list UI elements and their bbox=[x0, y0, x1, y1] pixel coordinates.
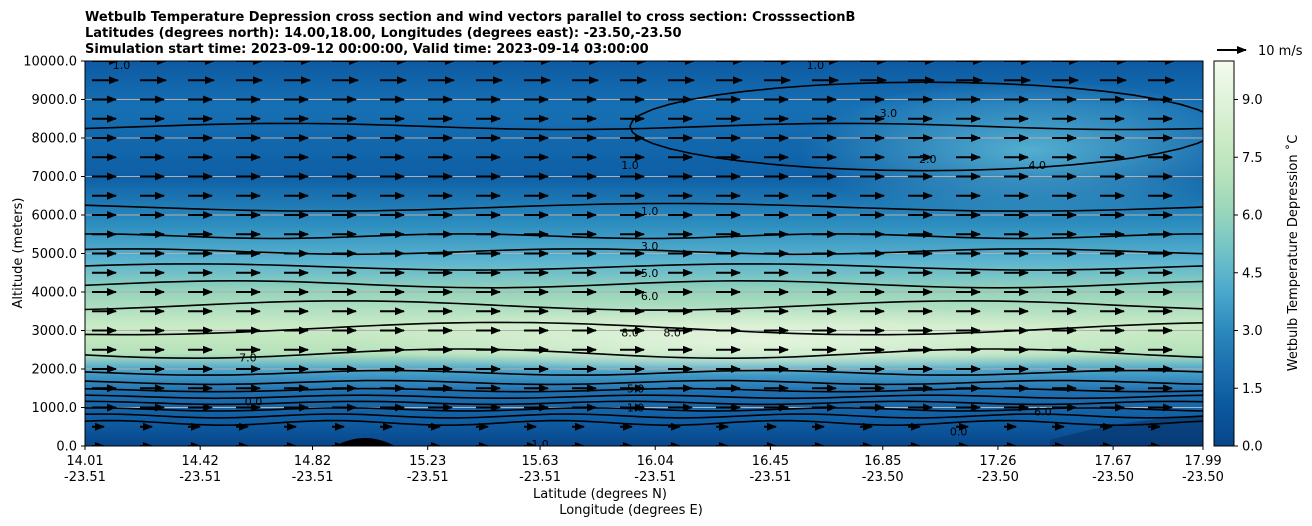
x-tick-label-longitude: -23.51 bbox=[519, 470, 561, 485]
x-tick-label-longitude: -23.51 bbox=[749, 470, 791, 485]
contour-label: 1.0 bbox=[113, 59, 131, 72]
contour-label: 1.0 bbox=[627, 402, 645, 415]
contour-label: 3.0 bbox=[880, 107, 898, 120]
contour-label: 6.0 bbox=[641, 290, 659, 303]
contour-label: 1.0 bbox=[807, 59, 825, 72]
colorbar-tick-label: 7.5 bbox=[1242, 151, 1263, 166]
contour-label: 2.0 bbox=[919, 153, 937, 166]
chart-title-line-3: Simulation start time: 2023-09-12 00:00:… bbox=[85, 42, 649, 57]
contour-label: 4.0 bbox=[1029, 159, 1047, 172]
upper-dry-region bbox=[800, 80, 1203, 220]
y-tick-label: 5000.0 bbox=[32, 247, 78, 262]
x-tick-label-latitude: 14.01 bbox=[66, 454, 103, 469]
contour-label: 6.0 bbox=[1034, 405, 1052, 418]
y-tick-label: 1000.0 bbox=[32, 401, 78, 416]
contour-line bbox=[85, 413, 1203, 419]
x-axis-label-latitude: Latitude (degrees N) bbox=[533, 487, 667, 502]
x-tick-label-latitude: 17.99 bbox=[1184, 454, 1221, 469]
contour-line bbox=[85, 400, 1203, 406]
contour-label: 1.0 bbox=[531, 438, 549, 451]
y-tick-label: 10000.0 bbox=[23, 55, 77, 70]
contour-label: 7.0 bbox=[239, 351, 257, 364]
y-tick-label: 0.0 bbox=[56, 440, 77, 455]
x-tick-label-latitude: 16.04 bbox=[637, 454, 674, 469]
x-tick-label-latitude: 17.26 bbox=[979, 454, 1016, 469]
plot-area: 1.0 1.0 1.0 3.0 5.0 6.0 8.0 8.0 7.0 2.0 3.0 4.0 1.0 5… bbox=[85, 59, 1203, 451]
x-tick-label-longitude: -23.51 bbox=[179, 470, 221, 485]
terrain-bump bbox=[335, 438, 395, 446]
wind-vectors bbox=[92, 61, 1175, 446]
y-tick-label: 8000.0 bbox=[32, 132, 78, 147]
x-tick-label-latitude: 15.63 bbox=[521, 454, 558, 469]
y-axis-ticks: 0.0 1000.0 2000.0 3000.0 4000.0 5000.0 6000.0 7… bbox=[23, 55, 85, 455]
contour-label: 1.0 bbox=[621, 159, 639, 172]
contour-line bbox=[85, 394, 1203, 400]
colorbar-tick-label: 0.0 bbox=[1242, 440, 1263, 455]
x-tick-label-longitude: -23.51 bbox=[634, 470, 676, 485]
contour-label: 5.0 bbox=[627, 382, 645, 395]
colorbar-ticks: 0.0 1.5 3.0 4.5 6.0 7.5 9.0 bbox=[1234, 93, 1263, 455]
contour-label: 0.0 bbox=[950, 425, 968, 438]
colorbar-tick-label: 9.0 bbox=[1242, 93, 1263, 108]
y-tick-label: 4000.0 bbox=[32, 286, 78, 301]
colorbar-tick-label: 3.0 bbox=[1242, 324, 1263, 339]
x-tick-label-latitude: 16.45 bbox=[752, 454, 789, 469]
x-tick-label-latitude: 14.42 bbox=[182, 454, 219, 469]
x-axis-ticks: 14.01-23.5114.42-23.5114.82-23.5115.23-2… bbox=[64, 446, 1224, 485]
contour-line bbox=[85, 202, 1203, 212]
x-tick-label-longitude: -23.51 bbox=[292, 470, 334, 485]
colorbar-label: Wetbulb Temperature Depression ˚C bbox=[1285, 135, 1301, 372]
contour-line bbox=[85, 122, 1203, 131]
x-axis-label-longitude: Longitude (degrees E) bbox=[559, 503, 703, 518]
colorbar-tick-label: 4.5 bbox=[1242, 266, 1263, 281]
x-tick-label-longitude: -23.51 bbox=[64, 470, 106, 485]
contour-label: 3.0 bbox=[641, 240, 659, 253]
contour-line bbox=[629, 81, 1203, 172]
x-tick-label-longitude: -23.50 bbox=[977, 470, 1019, 485]
colorbar-tick-label: 6.0 bbox=[1242, 209, 1263, 224]
x-tick-label-latitude: 16.85 bbox=[864, 454, 901, 469]
contour-label: 5.0 bbox=[641, 267, 659, 280]
x-tick-label-latitude: 14.82 bbox=[294, 454, 331, 469]
contour-label: 8.0 bbox=[663, 326, 681, 339]
y-axis-label: Altitude (meters) bbox=[11, 198, 26, 309]
mid-dry-core bbox=[340, 305, 1180, 375]
chart-title-line-2: Latitudes (degrees north): 14.00,18.00, … bbox=[85, 26, 682, 41]
y-tick-label: 2000.0 bbox=[32, 363, 78, 378]
x-tick-label-longitude: -23.51 bbox=[407, 470, 449, 485]
colorbar-tick-label: 1.5 bbox=[1242, 382, 1263, 397]
contour-label: 0.0 bbox=[245, 396, 263, 409]
x-tick-label-longitude: -23.50 bbox=[1092, 470, 1134, 485]
x-tick-label-longitude: -23.50 bbox=[862, 470, 904, 485]
contour-line bbox=[85, 379, 1203, 386]
contour-line bbox=[85, 419, 1203, 427]
chart-title-line-1: Wetbulb Temperature Depression cross sec… bbox=[85, 10, 855, 25]
contour-line bbox=[85, 233, 1203, 240]
colorbar bbox=[1213, 60, 1235, 447]
y-tick-label: 9000.0 bbox=[32, 93, 78, 108]
quiver-key-label: 10 m/s bbox=[1258, 44, 1303, 59]
contour-line bbox=[85, 369, 1203, 376]
y-tick-label: 7000.0 bbox=[32, 170, 78, 185]
contour-line bbox=[85, 279, 1203, 289]
contour-labels: 1.0 1.0 1.0 3.0 5.0 6.0 8.0 8.0 7.0 2.0 3.0 4.0 1.0 5… bbox=[113, 59, 1052, 451]
x-tick-label-latitude: 15.23 bbox=[409, 454, 446, 469]
x-tick-label-longitude: -23.50 bbox=[1182, 470, 1224, 485]
y-tick-label: 3000.0 bbox=[32, 324, 78, 339]
x-tick-label-latitude: 17.67 bbox=[1095, 454, 1132, 469]
y-tick-label: 6000.0 bbox=[32, 209, 78, 224]
contour-label: 8.0 bbox=[621, 326, 639, 339]
contour-label: 1.0 bbox=[641, 205, 659, 218]
contour-line bbox=[85, 263, 1203, 271]
